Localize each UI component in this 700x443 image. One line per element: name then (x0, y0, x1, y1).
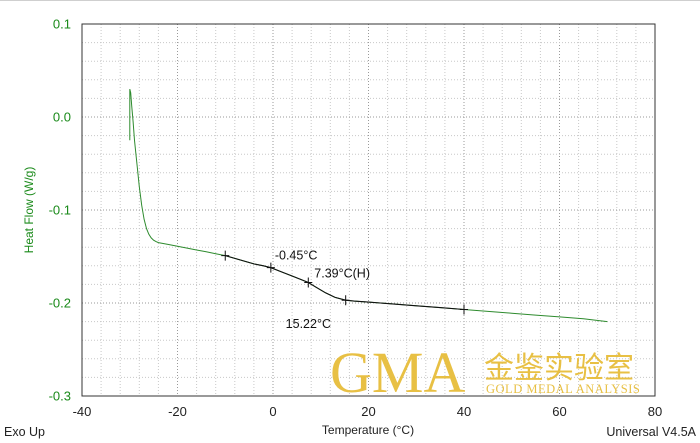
annotation-label: 7.39°C(H) (314, 267, 370, 281)
annotation-label: -0.45°C (275, 249, 318, 263)
watermark-sub: GOLD MEDAL ANALYSIS (486, 382, 640, 396)
analysis-overlay-line (225, 255, 465, 311)
analysis-marker (341, 295, 350, 306)
x-tick-label: 80 (648, 404, 662, 419)
footer-left: Exo Up (4, 425, 45, 439)
series-group (129, 88, 608, 323)
analysis-marker (460, 304, 468, 315)
analysis-marker (221, 250, 230, 261)
annotation-group: -0.45°C 7.39°C(H) 15.22°C (275, 249, 370, 332)
x-tick-label: -20 (168, 404, 187, 419)
grid (82, 24, 655, 396)
y-axis-label: Heat Flow (W/g) (22, 167, 36, 254)
y-tick-label: -0.1 (49, 203, 71, 218)
x-axis-label: Temperature (°C) (322, 423, 414, 437)
analysis-marker (266, 262, 275, 273)
watermark-logo: GMA 金鉴实验室 GOLD MEDAL ANALYSIS (330, 340, 640, 405)
marker-group (221, 250, 468, 315)
annotation-label: 15.22°C (286, 317, 331, 331)
y-tick-label: -0.2 (49, 296, 71, 311)
x-tick-label: 40 (457, 404, 471, 419)
plot-frame (81, 23, 656, 397)
x-tick-label: -40 (73, 404, 92, 419)
x-axis-ticks: -40 -20 0 20 40 60 80 (73, 404, 663, 419)
x-tick-label: 0 (269, 404, 276, 419)
analysis-marker (304, 277, 313, 288)
x-tick-label: 20 (361, 404, 375, 419)
x-tick-label: 60 (552, 404, 566, 419)
footer-right: Universal V4.5A (606, 425, 696, 439)
y-tick-label: -0.3 (49, 389, 71, 404)
watermark-cn: 金鉴实验室 (484, 351, 634, 386)
y-axis-ticks: 0.1 0.0 -0.1 -0.2 -0.3 (49, 17, 71, 404)
watermark-brand: GMA (330, 340, 465, 405)
y-tick-label: 0.0 (53, 110, 71, 125)
y-tick-label: 0.1 (53, 17, 71, 32)
